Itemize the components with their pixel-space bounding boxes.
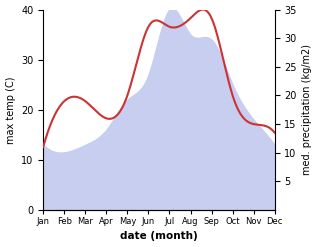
Y-axis label: med. precipitation (kg/m2): med. precipitation (kg/m2) — [302, 44, 313, 175]
Y-axis label: max temp (C): max temp (C) — [5, 76, 16, 144]
X-axis label: date (month): date (month) — [120, 231, 198, 242]
